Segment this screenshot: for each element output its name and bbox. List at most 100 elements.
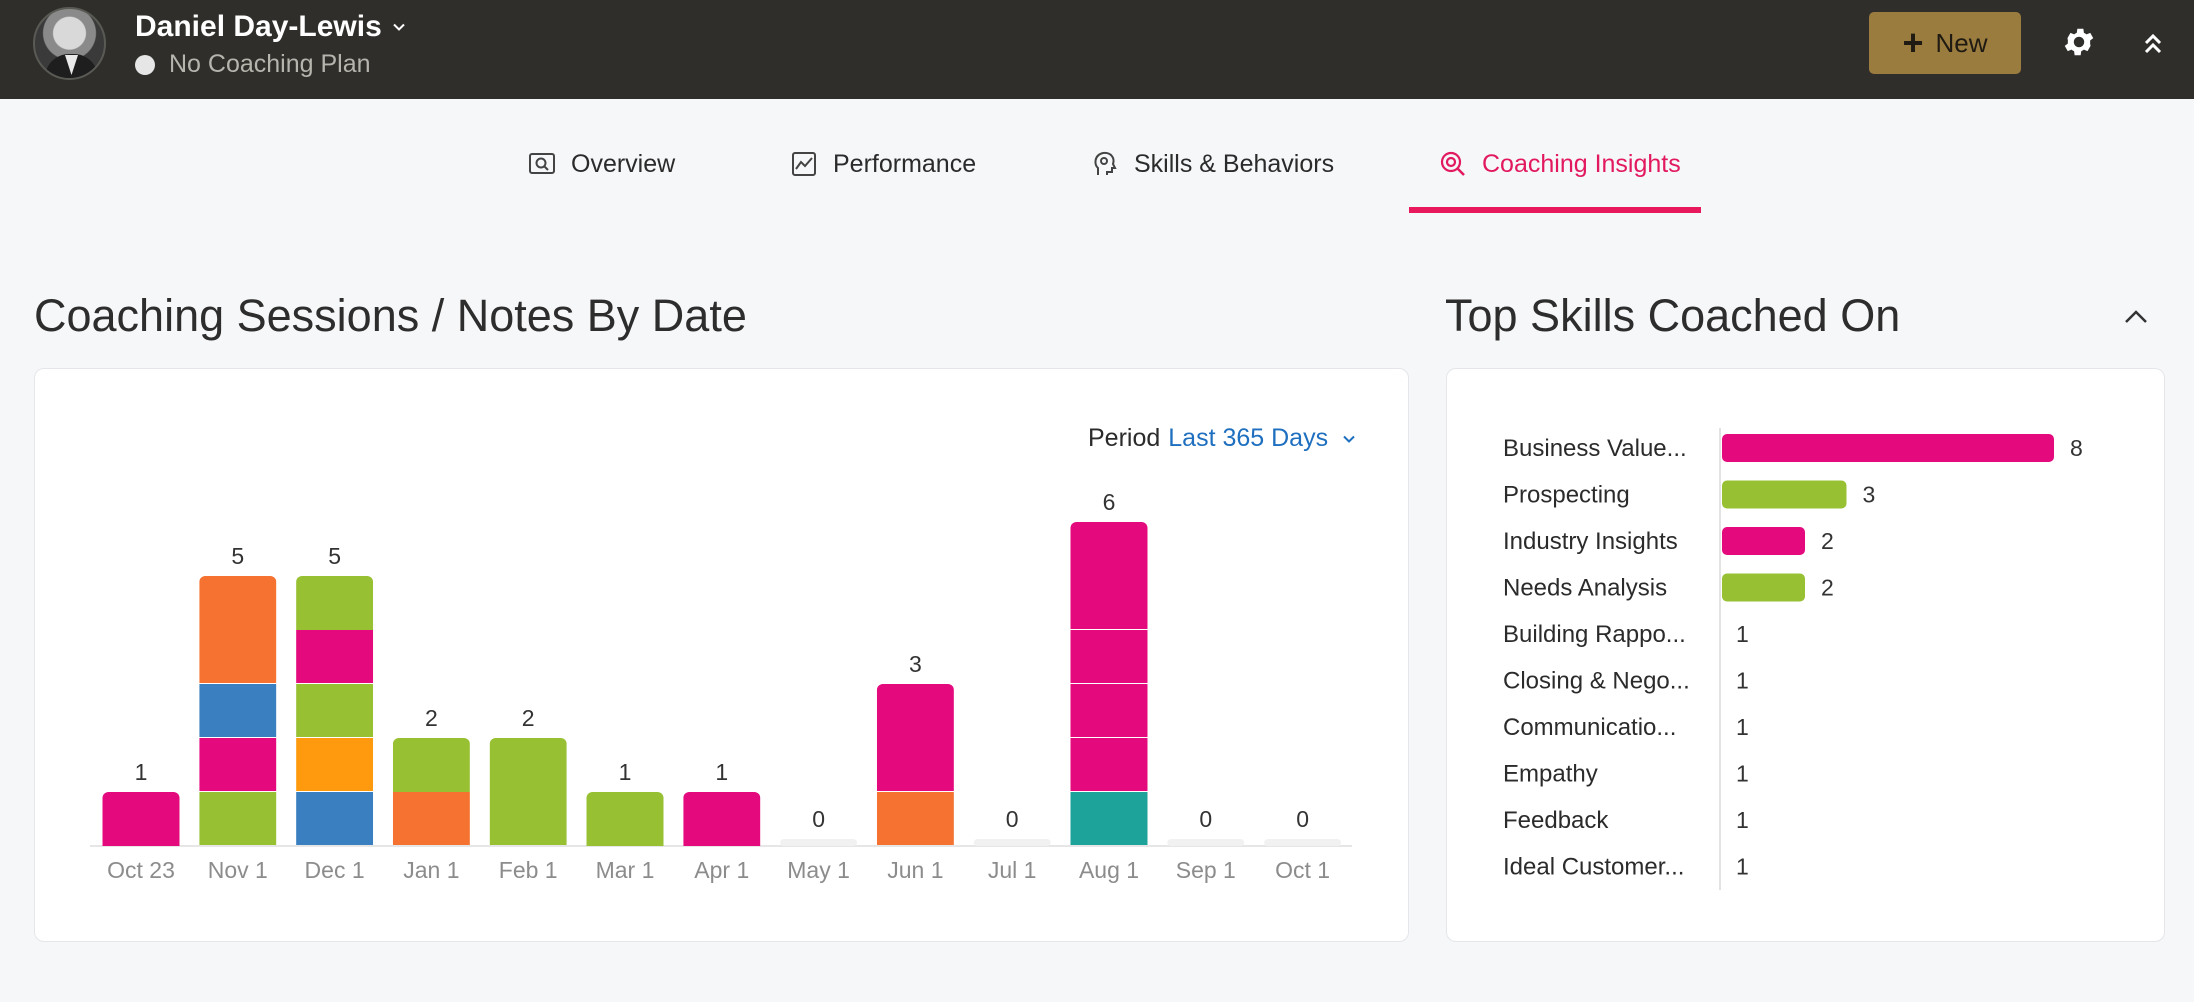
bar-empty bbox=[780, 839, 858, 846]
tab-overview-label: Overview bbox=[571, 149, 676, 178]
bar-segment bbox=[876, 684, 954, 738]
bar[interactable] bbox=[296, 576, 374, 845]
bar-segment bbox=[199, 630, 277, 683]
bar[interactable] bbox=[683, 792, 761, 846]
period-label: Period bbox=[1088, 424, 1161, 452]
skill-label: Communicatio... bbox=[1503, 714, 1676, 741]
bar-segment bbox=[199, 738, 277, 791]
skill-label: Needs Analysis bbox=[1503, 575, 1667, 602]
skill-bar[interactable] bbox=[1722, 480, 1847, 509]
data-label: 5 bbox=[328, 543, 341, 569]
x-tick-label: Nov 1 bbox=[208, 857, 268, 883]
skills-bar-chart: Business Value... 8 Prospecting 3 Industry I… bbox=[1503, 428, 2083, 890]
data-label: 6 bbox=[1103, 489, 1116, 515]
bar-segment bbox=[199, 792, 277, 845]
bar-segment bbox=[1070, 630, 1148, 683]
data-label: 0 bbox=[1199, 806, 1212, 832]
new-button-label: New bbox=[1935, 27, 1988, 58]
x-tick-label: Jan 1 bbox=[403, 857, 459, 883]
new-button[interactable]: + New bbox=[1869, 12, 2021, 74]
skills-card bbox=[1446, 368, 2165, 942]
data-label: 1 bbox=[715, 759, 728, 785]
tab-skills-behaviors-label: Skills & Behaviors bbox=[1134, 149, 1335, 178]
bar-segment bbox=[876, 738, 954, 791]
bar-segment bbox=[392, 738, 470, 792]
status-dot-icon bbox=[135, 54, 155, 75]
bar-segment bbox=[296, 576, 374, 630]
bar-segment bbox=[392, 792, 470, 845]
bar-segment bbox=[876, 792, 954, 845]
data-label: 5 bbox=[231, 543, 244, 569]
tab-coaching-insights-label: Coaching Insights bbox=[1482, 149, 1681, 178]
user-name-dropdown[interactable]: Daniel Day-Lewis bbox=[135, 10, 406, 44]
tab-overview[interactable]: Overview bbox=[527, 142, 675, 186]
bar-empty bbox=[973, 839, 1051, 846]
skill-value-label: 2 bbox=[1821, 575, 1834, 601]
skill-value-label: 1 bbox=[1736, 714, 1749, 740]
target-search-icon bbox=[1440, 151, 1465, 176]
bar-segment bbox=[489, 792, 567, 845]
bar-empty bbox=[1167, 839, 1245, 846]
skill-bar[interactable] bbox=[1722, 527, 1805, 555]
skill-value-label: 1 bbox=[1736, 761, 1749, 787]
top-bar: Daniel Day-Lewis No Coaching Plan + New bbox=[0, 0, 2194, 99]
skill-label: Building Rappo... bbox=[1503, 621, 1686, 648]
bar-segment bbox=[1070, 522, 1148, 576]
tab-skills-behaviors[interactable]: Skills & Behaviors bbox=[1090, 142, 1334, 186]
chevron-up-icon[interactable] bbox=[2121, 302, 2151, 332]
bar-segment bbox=[296, 738, 374, 791]
bar-segment bbox=[296, 792, 374, 845]
period-dropdown[interactable]: Last 365 Days bbox=[1168, 424, 1356, 453]
bar-segment bbox=[296, 684, 374, 737]
collapse-up-icon[interactable] bbox=[2141, 30, 2165, 58]
skill-bar[interactable] bbox=[1722, 434, 2054, 462]
bar-segment bbox=[296, 630, 374, 683]
coaching-plan-status: No Coaching Plan bbox=[135, 50, 371, 79]
skill-value-label: 2 bbox=[1821, 528, 1834, 554]
data-label: 1 bbox=[135, 759, 148, 785]
bar[interactable] bbox=[489, 738, 567, 845]
skill-value-label: 1 bbox=[1736, 668, 1749, 694]
data-label: 3 bbox=[909, 651, 922, 677]
period-value: Last 365 Days bbox=[1168, 424, 1329, 452]
search-doc-icon bbox=[529, 153, 555, 174]
tab-performance[interactable]: Performance bbox=[789, 142, 976, 186]
bar-segment bbox=[586, 792, 664, 846]
skill-label: Ideal Customer... bbox=[1503, 854, 1684, 881]
data-label: 0 bbox=[812, 806, 825, 832]
x-tick-label: Apr 1 bbox=[694, 857, 749, 883]
skills-title: Top Skills Coached On bbox=[1445, 290, 1901, 341]
bar[interactable] bbox=[102, 792, 180, 846]
x-tick-label: Mar 1 bbox=[596, 857, 655, 883]
data-label: 2 bbox=[425, 705, 438, 731]
x-tick-label: Feb 1 bbox=[499, 857, 558, 883]
chevron-down-icon bbox=[393, 23, 405, 31]
avatar[interactable] bbox=[33, 7, 106, 80]
bar-segment bbox=[1070, 792, 1148, 845]
data-label: 1 bbox=[619, 759, 632, 785]
plus-icon: + bbox=[1902, 22, 1924, 63]
bar-empty bbox=[1264, 839, 1342, 846]
x-tick-label: Aug 1 bbox=[1079, 857, 1139, 883]
bar[interactable] bbox=[199, 576, 277, 845]
bar-segment bbox=[1070, 684, 1148, 737]
bar-segment bbox=[1070, 576, 1148, 629]
bar[interactable] bbox=[876, 684, 954, 845]
bar[interactable] bbox=[586, 792, 664, 846]
bar-segment bbox=[1070, 738, 1148, 791]
tab-coaching-insights[interactable]: Coaching Insights bbox=[1438, 142, 1681, 186]
skill-value-label: 1 bbox=[1736, 621, 1749, 647]
sessions-bar-chart: 1 Oct 23 5 Nov 1 5 Dec 1 2 Jan 1 2 Feb 1 1 Mar 1 1 Ap… bbox=[90, 489, 1352, 883]
skill-label: Empathy bbox=[1503, 761, 1598, 788]
x-tick-label: Sep 1 bbox=[1176, 857, 1236, 883]
skill-bar[interactable] bbox=[1722, 573, 1805, 602]
bar-segment bbox=[199, 684, 277, 737]
x-tick-label: Jul 1 bbox=[988, 857, 1037, 883]
skill-label: Prospecting bbox=[1503, 482, 1630, 509]
active-tab-indicator bbox=[1409, 207, 1701, 213]
gear-icon[interactable] bbox=[2061, 24, 2097, 60]
bar[interactable] bbox=[392, 738, 470, 845]
skill-value-label: 1 bbox=[1736, 854, 1749, 880]
bar-segment bbox=[683, 792, 761, 846]
bar[interactable] bbox=[1070, 522, 1148, 845]
